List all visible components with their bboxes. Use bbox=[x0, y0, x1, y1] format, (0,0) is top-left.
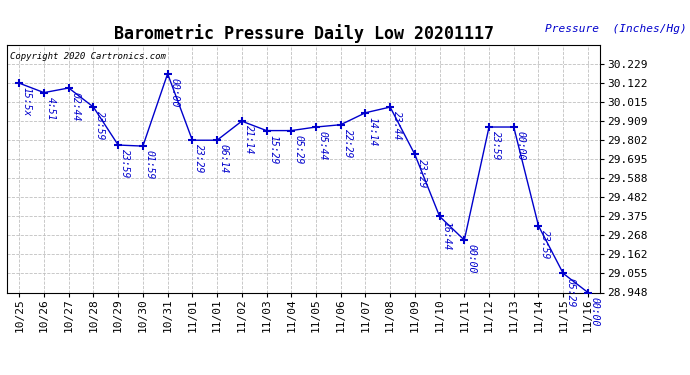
Text: 23:29: 23:29 bbox=[195, 144, 204, 174]
Text: 15:5x: 15:5x bbox=[21, 87, 31, 117]
Text: 23:44: 23:44 bbox=[392, 111, 402, 141]
Text: 02:44: 02:44 bbox=[70, 92, 81, 122]
Title: Barometric Pressure Daily Low 20201117: Barometric Pressure Daily Low 20201117 bbox=[114, 24, 493, 44]
Text: 22:29: 22:29 bbox=[343, 129, 353, 158]
Text: 05:44: 05:44 bbox=[318, 131, 328, 160]
Text: Copyright 2020 Cartronics.com: Copyright 2020 Cartronics.com bbox=[10, 53, 166, 62]
Text: 06:14: 06:14 bbox=[219, 144, 229, 174]
Text: 00:00: 00:00 bbox=[466, 244, 476, 274]
Text: 16:44: 16:44 bbox=[442, 220, 451, 250]
Text: 15:29: 15:29 bbox=[268, 135, 279, 164]
Text: 01:59: 01:59 bbox=[145, 150, 155, 180]
Text: 05:29: 05:29 bbox=[565, 278, 575, 307]
Text: 23:59: 23:59 bbox=[540, 230, 551, 260]
Text: 05:29: 05:29 bbox=[293, 135, 303, 164]
Text: 00:00: 00:00 bbox=[515, 131, 526, 160]
Text: 23:59: 23:59 bbox=[95, 111, 106, 141]
Text: 23:59: 23:59 bbox=[491, 131, 501, 160]
Text: 14:14: 14:14 bbox=[367, 117, 377, 146]
Text: 4:51: 4:51 bbox=[46, 97, 56, 120]
Text: Pressure  (Inches/Hg): Pressure (Inches/Hg) bbox=[545, 24, 687, 34]
Text: 23:59: 23:59 bbox=[120, 149, 130, 178]
Text: 21:14: 21:14 bbox=[244, 125, 254, 154]
Text: 00:00: 00:00 bbox=[170, 78, 179, 107]
Text: 23:29: 23:29 bbox=[417, 159, 427, 188]
Text: 00:00: 00:00 bbox=[590, 297, 600, 326]
